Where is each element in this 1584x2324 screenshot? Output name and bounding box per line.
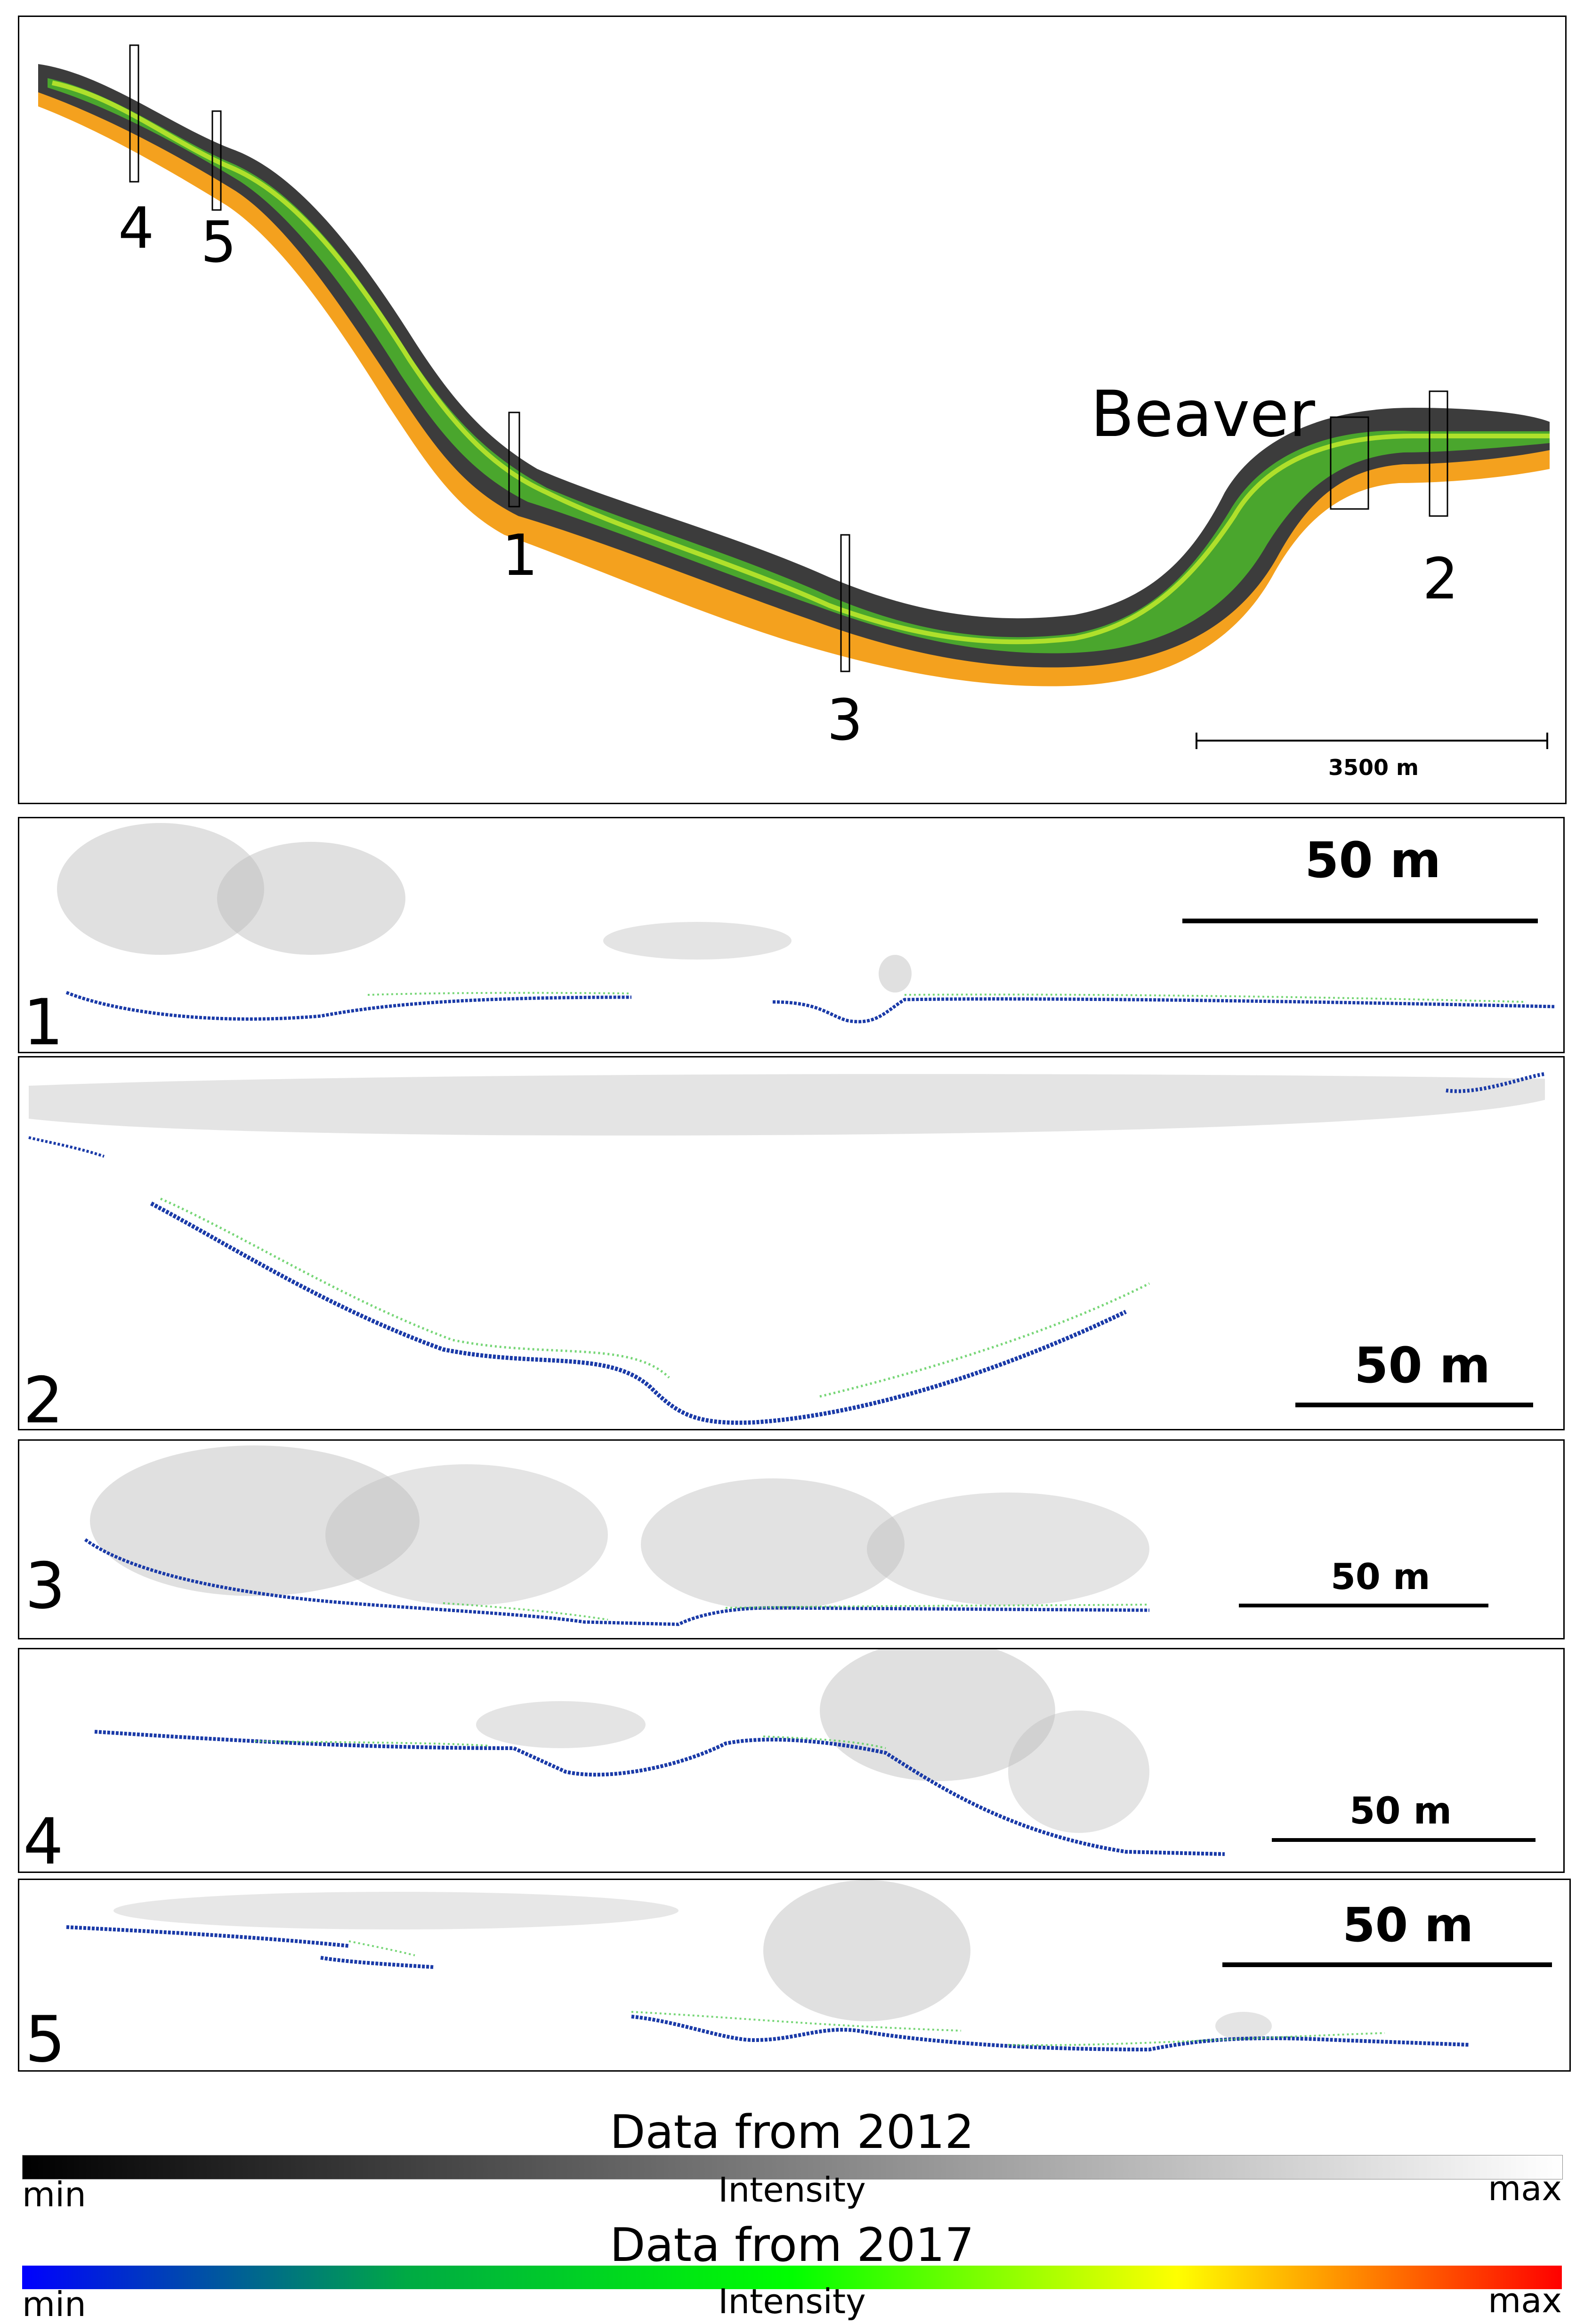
transect-label-1: 1: [502, 523, 538, 589]
profile-5-canopy-points: [113, 1880, 1272, 2040]
river-highlight-line: [51, 81, 1550, 645]
beaver-box: [1330, 416, 1369, 510]
legend-2012-mid: Intensity: [718, 2170, 866, 2210]
transect-3-box: [840, 534, 850, 672]
map-panel: 4 5 5 1 3 2 Beaver 3500 m: [18, 16, 1567, 804]
profile-5-ground-points: [66, 1925, 1470, 2052]
profile-2-canopy-points: [29, 1074, 1545, 1136]
profile-2-number: 2: [23, 1364, 64, 1429]
legend-2012-min: min: [22, 2175, 86, 2214]
profile-3-number: 3: [25, 1549, 65, 1623]
legend-2017-title: Data from 2017: [610, 2219, 974, 2272]
transect-1-box: [508, 412, 520, 508]
transect-4-label: 4: [118, 196, 154, 261]
profile-4-canopy-points: [476, 1649, 1149, 1833]
profile-1-scale-label: 50 m: [1305, 831, 1441, 889]
profile-3-panel: 3 50 m: [18, 1439, 1565, 1639]
legend-2012-bar: [22, 2155, 1563, 2179]
legend-2012-title: Data from 2012: [610, 2106, 974, 2159]
legend-2012-max: max: [1488, 2169, 1562, 2208]
profile-4-panel: 4 50 m: [18, 1648, 1565, 1873]
profile-1-number: 1: [23, 985, 64, 1052]
profile-5-number: 5: [25, 2002, 65, 2070]
legend-2017-bar: [22, 2266, 1562, 2289]
legend-2017-mid: Intensity: [718, 2282, 866, 2321]
profile-4-scale-label: 50 m: [1350, 1790, 1452, 1832]
river-map: 4 5 5 1 3 2 Beaver 3500 m: [38, 44, 1550, 780]
profile-2-panel: 2 50 m: [18, 1056, 1565, 1430]
profile-4-number: 4: [23, 1805, 64, 1872]
profile-1-ground-points: [65, 991, 1555, 1024]
profile-2-ground-points: [150, 1202, 1127, 1425]
profile-5-panel: 5 50 m: [18, 1879, 1571, 2072]
transect-label-5: 5: [201, 210, 236, 275]
profile-1-canopy-points: [57, 823, 912, 993]
profile-5-scale-label: 50 m: [1342, 1897, 1473, 1953]
profile-3-scale-label: 50 m: [1331, 1556, 1430, 1598]
profile-4-ground-points: [94, 1730, 1225, 1856]
transect-4-box: [129, 44, 139, 183]
transect-2-box: [1429, 390, 1448, 517]
profile-1-panel: 1 50 m: [18, 817, 1565, 1053]
profile-2-scale-label: 50 m: [1354, 1337, 1490, 1394]
transect-label-3: 3: [827, 688, 863, 753]
beaver-label: Beaver: [1091, 377, 1315, 451]
legend-2017-max: max: [1488, 2281, 1562, 2320]
transect-label-2: 2: [1422, 547, 1458, 612]
map-scale-label: 3500 m: [1328, 755, 1419, 780]
legend-2017-min: min: [22, 2284, 86, 2324]
profile-3-canopy-points: [90, 1445, 1149, 1610]
river-dark-corridor: [38, 64, 1550, 668]
transect-5-box: [211, 110, 222, 211]
